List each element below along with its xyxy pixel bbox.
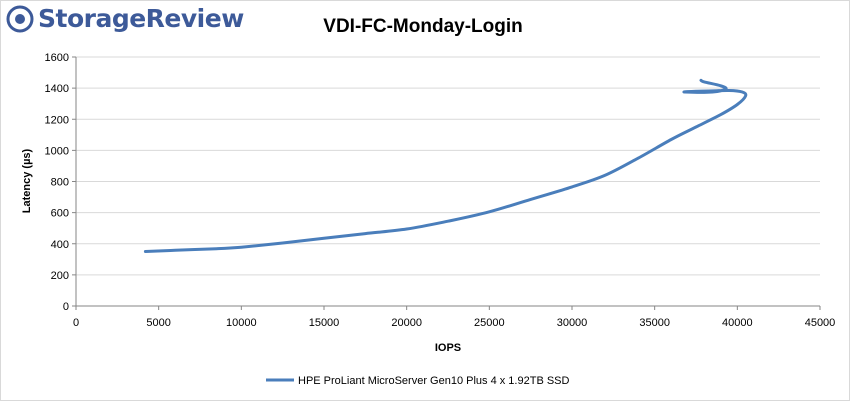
y-tick-label: 1400 <box>45 83 69 95</box>
y-tick-labels: 0 200 400 600 800 1000 1200 1400 1600 <box>45 52 69 313</box>
legend: HPE ProLiant MicroServer Gen10 Plus 4 x … <box>266 375 570 387</box>
brand-logo: StorageReview <box>6 4 244 33</box>
chart-title: VDI-FC-Monday-Login <box>323 16 522 37</box>
x-tick-label: 35000 <box>639 317 670 329</box>
x-tick-labels: 0 5000 10000 15000 20000 25000 30000 35000 40000… <box>73 317 835 329</box>
series-line <box>143 78 748 253</box>
y-tick-label: 600 <box>51 208 69 220</box>
x-tick-label: 45000 <box>805 317 836 329</box>
x-tick-label: 10000 <box>226 317 257 329</box>
y-tick-label: 1600 <box>45 52 69 64</box>
x-tick-label: 30000 <box>557 317 588 329</box>
x-tick-label: 20000 <box>391 317 422 329</box>
y-tick-label: 0 <box>63 301 69 313</box>
y-axis-label: Latency (µs) <box>21 148 33 213</box>
axes <box>72 56 821 310</box>
x-tick-label: 0 <box>73 317 79 329</box>
x-tick-label: 5000 <box>146 317 170 329</box>
x-axis-label: IOPS <box>435 342 461 354</box>
y-tick-label: 200 <box>51 270 69 282</box>
y-tick-label: 1200 <box>45 114 69 126</box>
y-tick-label: 800 <box>51 177 69 189</box>
x-tick-label: 25000 <box>474 317 505 329</box>
y-tick-label: 1000 <box>45 145 69 157</box>
x-tick-label: 40000 <box>722 317 753 329</box>
x-tick-label: 15000 <box>309 317 340 329</box>
legend-label: HPE ProLiant MicroServer Gen10 Plus 4 x … <box>298 375 570 387</box>
brand-name: StorageReview <box>38 4 244 33</box>
gridlines <box>76 56 820 276</box>
storagereview-logo-icon <box>6 5 34 32</box>
y-tick-label: 400 <box>51 239 69 251</box>
series-group <box>143 78 748 253</box>
